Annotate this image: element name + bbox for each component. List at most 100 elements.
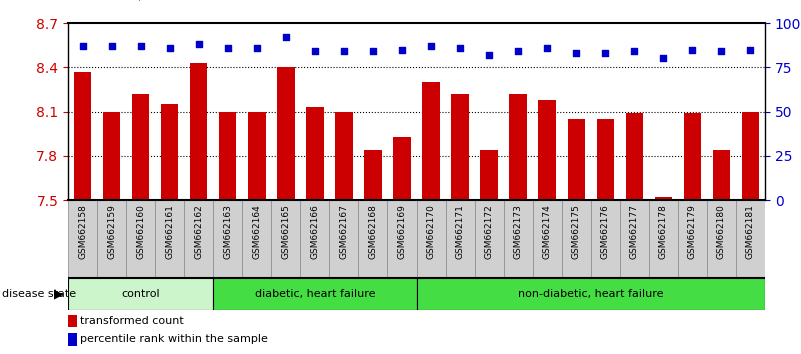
Point <box>308 48 321 54</box>
Point <box>628 48 641 54</box>
Point <box>570 50 582 56</box>
Bar <box>68 278 213 310</box>
Bar <box>132 94 149 200</box>
Bar <box>329 200 359 278</box>
Text: GSM662171: GSM662171 <box>456 204 465 259</box>
Bar <box>213 278 417 310</box>
Text: GSM662170: GSM662170 <box>427 204 436 259</box>
Bar <box>248 112 266 200</box>
Bar <box>422 82 440 200</box>
Text: GSM662178: GSM662178 <box>659 204 668 259</box>
Point <box>251 45 264 51</box>
Text: GSM662167: GSM662167 <box>340 204 348 259</box>
Bar <box>364 150 381 200</box>
Text: GSM662166: GSM662166 <box>311 204 320 259</box>
Bar <box>567 119 585 200</box>
Bar <box>654 197 672 200</box>
Point <box>425 43 437 49</box>
Bar <box>445 200 474 278</box>
Point <box>396 47 409 52</box>
Bar <box>388 200 417 278</box>
Bar <box>272 200 300 278</box>
Text: ▶: ▶ <box>54 287 64 300</box>
Bar <box>678 200 706 278</box>
Bar <box>417 278 765 310</box>
Bar <box>393 137 411 200</box>
Bar <box>590 200 620 278</box>
Bar <box>213 200 242 278</box>
Text: GSM662160: GSM662160 <box>136 204 145 259</box>
Text: GSM662161: GSM662161 <box>165 204 174 259</box>
Point <box>744 47 757 52</box>
Text: control: control <box>122 289 160 299</box>
Point <box>221 45 234 51</box>
Text: GSM662164: GSM662164 <box>252 204 261 259</box>
Point <box>367 48 380 54</box>
Bar <box>562 200 590 278</box>
Bar <box>538 100 556 200</box>
Bar <box>533 200 562 278</box>
Bar <box>219 112 236 200</box>
Bar <box>649 200 678 278</box>
Bar <box>597 119 614 200</box>
Text: GSM662159: GSM662159 <box>107 204 116 259</box>
Text: GSM662162: GSM662162 <box>195 204 203 259</box>
Bar <box>97 200 127 278</box>
Bar <box>184 200 213 278</box>
Text: diabetic, heart failure: diabetic, heart failure <box>255 289 375 299</box>
Point <box>337 48 350 54</box>
Point <box>105 43 118 49</box>
Text: GSM662173: GSM662173 <box>513 204 522 259</box>
Bar <box>706 200 736 278</box>
Bar <box>474 200 504 278</box>
Text: percentile rank within the sample: percentile rank within the sample <box>80 335 268 344</box>
Text: GDS4314 / 8025183: GDS4314 / 8025183 <box>76 0 203 2</box>
Bar <box>742 112 759 200</box>
Bar <box>68 315 77 327</box>
Text: GSM662172: GSM662172 <box>485 204 493 259</box>
Text: GSM662169: GSM662169 <box>397 204 406 259</box>
Bar <box>103 112 120 200</box>
Point <box>135 43 147 49</box>
Bar <box>451 94 469 200</box>
Text: GSM662180: GSM662180 <box>717 204 726 259</box>
Text: GSM662163: GSM662163 <box>223 204 232 259</box>
Bar <box>242 200 272 278</box>
Text: GSM662176: GSM662176 <box>601 204 610 259</box>
Bar <box>713 150 731 200</box>
Text: GSM662168: GSM662168 <box>368 204 377 259</box>
Bar <box>68 333 77 346</box>
Point <box>280 34 292 40</box>
Point <box>192 41 205 47</box>
Point <box>76 43 89 49</box>
Bar <box>509 94 527 200</box>
Bar <box>683 113 701 200</box>
Bar <box>504 200 533 278</box>
Bar <box>359 200 388 278</box>
Bar <box>68 200 97 278</box>
Text: GSM662181: GSM662181 <box>746 204 755 259</box>
Text: transformed count: transformed count <box>80 316 184 326</box>
Bar <box>481 150 497 200</box>
Point <box>599 50 612 56</box>
Point <box>657 56 670 61</box>
Bar <box>736 200 765 278</box>
Text: GSM662158: GSM662158 <box>78 204 87 259</box>
Text: GSM662179: GSM662179 <box>688 204 697 259</box>
Text: GSM662177: GSM662177 <box>630 204 638 259</box>
Text: GSM662175: GSM662175 <box>572 204 581 259</box>
Bar <box>155 200 184 278</box>
Point <box>483 52 496 58</box>
Point <box>541 45 553 51</box>
Text: non-diabetic, heart failure: non-diabetic, heart failure <box>518 289 663 299</box>
Point <box>512 48 525 54</box>
Bar <box>620 200 649 278</box>
Text: GSM662174: GSM662174 <box>543 204 552 259</box>
Bar <box>335 112 352 200</box>
Point <box>163 45 176 51</box>
Bar <box>300 200 329 278</box>
Bar <box>74 72 91 200</box>
Bar <box>417 200 445 278</box>
Bar <box>190 63 207 200</box>
Text: GSM662165: GSM662165 <box>281 204 290 259</box>
